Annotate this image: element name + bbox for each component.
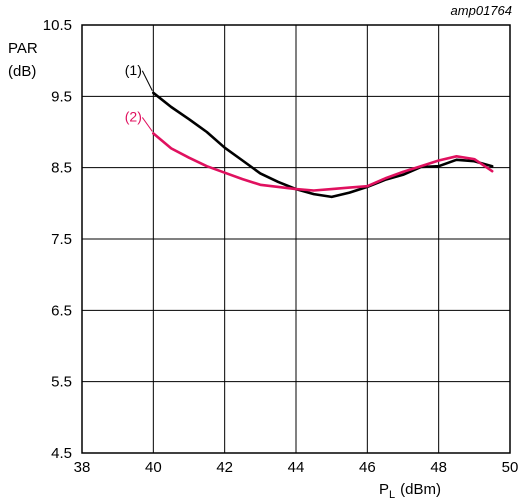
x-tick-label: 38 — [74, 459, 91, 476]
series-line-2 — [152, 132, 494, 192]
y-axis-label-line2: (dB) — [8, 63, 36, 80]
grid — [82, 25, 510, 453]
x-axis-label-unit: (dBm) — [400, 481, 441, 498]
x-axis-label-sub: L — [389, 489, 395, 500]
figure-id: amp01764 — [451, 3, 512, 18]
x-axis-label: PL (dBm) — [379, 481, 441, 500]
y-tick-label: 9.5 — [51, 88, 72, 105]
series-labels: (1) (2) — [125, 62, 153, 132]
x-tick-label: 50 — [502, 459, 519, 476]
tick-labels: 38 40 42 44 46 48 50 10.5 9.5 8.5 7.5 6.5 5.5 4.5 — [43, 17, 519, 476]
x-tick-label: 46 — [359, 459, 376, 476]
x-tick-label: 42 — [216, 459, 233, 476]
series-label-2: (2) — [125, 108, 142, 124]
y-tick-label: 4.5 — [51, 445, 72, 462]
x-tick-label: 44 — [288, 459, 305, 476]
y-tick-label: 7.5 — [51, 231, 72, 248]
series-label-leader-2 — [141, 117, 153, 132]
x-axis-label-main: P — [379, 481, 389, 498]
y-tick-label: 10.5 — [43, 17, 72, 34]
series-line-1 — [152, 91, 494, 199]
y-axis-label-line1: PAR — [8, 40, 38, 57]
x-tick-label: 40 — [145, 459, 162, 476]
y-tick-label: 5.5 — [51, 374, 72, 391]
series-label-leader-1 — [141, 70, 153, 91]
x-tick-label: 48 — [430, 459, 447, 476]
y-tick-label: 8.5 — [51, 160, 72, 177]
y-tick-label: 6.5 — [51, 302, 72, 319]
series-layer — [152, 91, 494, 199]
series-label-1: (1) — [125, 62, 142, 78]
plot-frame — [81, 24, 511, 454]
